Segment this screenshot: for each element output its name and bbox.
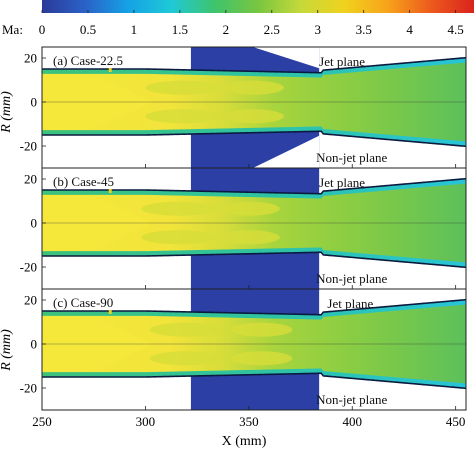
y-tick-label: 0: [31, 337, 38, 352]
shock-cell: [141, 230, 216, 245]
colorbar-label: Ma:: [2, 22, 23, 37]
colorbar-tick-label: 4: [406, 22, 413, 37]
colorbar-tick-label: 0: [39, 22, 46, 37]
y-tick-label: 20: [24, 293, 37, 308]
y-tick-label: -20: [20, 139, 37, 154]
colorbar-tick-label: 2: [223, 22, 230, 37]
wall-notch: [108, 310, 112, 314]
colorbar-tick-label: 2.5: [264, 22, 280, 37]
window-cut-bottom: [252, 135, 320, 168]
shock-cell: [230, 351, 293, 366]
y-tick-label: -20: [20, 260, 37, 275]
y-axis-label-lower: R (mm): [0, 329, 14, 372]
panel-label: (a) Case-22.5: [53, 53, 123, 68]
lower-wall: [42, 130, 467, 148]
lower-wall: [42, 251, 467, 269]
x-tick-label: 300: [136, 414, 156, 429]
upper-wall: [42, 177, 467, 195]
non-jet-plane-label: Non-jet plane: [316, 392, 387, 407]
shock-cell: [230, 322, 293, 337]
colorbar-tick-label: 3.5: [356, 22, 372, 37]
y-tick-label: -20: [20, 381, 37, 396]
jet-plane-label: Jet plane: [319, 54, 365, 69]
shock-cell: [217, 201, 280, 216]
shock-cell: [145, 80, 220, 95]
jet-plane-label: Jet plane: [327, 296, 373, 311]
panel-label: (b) Case-45: [53, 174, 114, 189]
wall-notch: [108, 189, 112, 193]
y-axis-label-upper: R (mm): [0, 91, 14, 134]
shock-cell: [141, 201, 216, 216]
y-tick-label: 0: [31, 216, 38, 231]
panel: 20 0 -20 (c) Case-90 Jet plane Non-jet plane: [20, 288, 467, 411]
shock-cell: [149, 351, 225, 366]
shock-cell: [145, 109, 220, 124]
colorbar-strip: [42, 0, 474, 13]
non-jet-plane-label: Non-jet plane: [316, 150, 387, 165]
window-cut-top: [252, 47, 320, 69]
jet-plane-label: Jet plane: [319, 175, 365, 190]
shock-cell: [217, 230, 280, 245]
x-axis-label: X (mm): [222, 434, 267, 449]
x-tick-label: 450: [446, 414, 466, 429]
panel-label: (c) Case-90: [53, 295, 113, 310]
colorbar: Ma: 0 0.5 1 1.5 2 2.5 3 3.5 4 4.5: [2, 0, 474, 37]
colorbar-tick-label: 4.5: [447, 22, 463, 37]
y-tick-label: 0: [31, 95, 38, 110]
y-tick-label: 20: [24, 51, 37, 66]
panel: 20 0 -20 (b) Case-45 Jet plane Non-jet plane: [20, 167, 467, 290]
shock-cell: [149, 322, 225, 337]
y-tick-label: 20: [24, 172, 37, 187]
x-tick-label: 400: [342, 414, 362, 429]
x-axis-ticks: 250 300 350 400 450: [32, 164, 465, 429]
panels: 20 0 -20 (a) Case-22.5 Jet plane Non-jet plan…: [20, 46, 467, 411]
colorbar-ticks: 0 0.5 1 1.5 2 2.5 3 3.5 4 4.5: [39, 10, 464, 37]
non-jet-plane-label: Non-jet plane: [316, 271, 387, 286]
upper-wall: [42, 56, 467, 74]
lower-wall: [42, 372, 467, 390]
shock-cell: [221, 80, 284, 95]
x-tick-label: 350: [239, 414, 259, 429]
panel: 20 0 -20 (a) Case-22.5 Jet plane Non-jet plan…: [20, 46, 467, 169]
x-tick-label: 250: [32, 414, 52, 429]
shock-cell: [221, 109, 284, 124]
colorbar-tick-label: 1: [131, 22, 138, 37]
colorbar-tick-label: 3: [314, 22, 321, 37]
upper-wall: [42, 298, 467, 316]
colorbar-tick-label: 1.5: [172, 22, 188, 37]
panel-frame: [41, 288, 467, 411]
wall-notch: [108, 68, 112, 72]
colorbar-tick-label: 0.5: [80, 22, 96, 37]
